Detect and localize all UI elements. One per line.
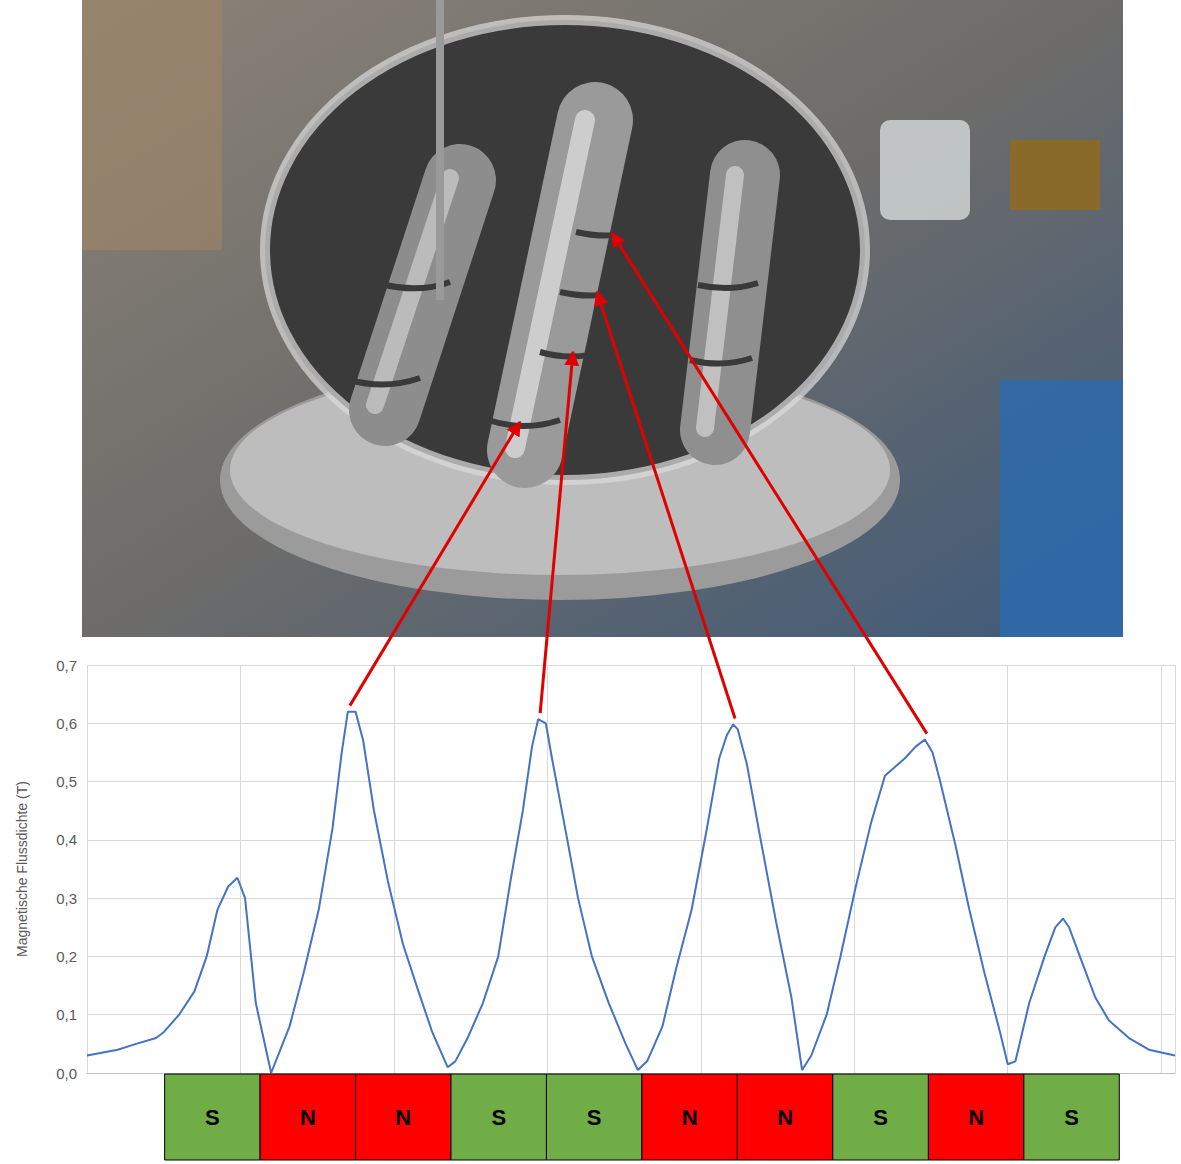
svg-text:0,1: 0,1 bbox=[56, 1006, 77, 1023]
svg-text:N: N bbox=[682, 1105, 698, 1130]
svg-text:S: S bbox=[873, 1105, 888, 1130]
svg-text:S: S bbox=[491, 1105, 506, 1130]
svg-text:0,3: 0,3 bbox=[56, 890, 77, 907]
svg-text:0,4: 0,4 bbox=[56, 831, 77, 848]
svg-text:N: N bbox=[968, 1105, 984, 1130]
svg-text:S: S bbox=[587, 1105, 602, 1130]
svg-text:S: S bbox=[205, 1105, 220, 1130]
svg-text:N: N bbox=[300, 1105, 316, 1130]
svg-text:0,5: 0,5 bbox=[56, 773, 77, 790]
svg-text:0,6: 0,6 bbox=[56, 715, 77, 732]
svg-text:N: N bbox=[777, 1105, 793, 1130]
svg-text:Magnetische Flussdichte (T): Magnetische Flussdichte (T) bbox=[14, 781, 30, 957]
svg-text:S: S bbox=[1064, 1105, 1079, 1130]
svg-text:0,2: 0,2 bbox=[56, 948, 77, 965]
svg-text:N: N bbox=[395, 1105, 411, 1130]
svg-text:0,7: 0,7 bbox=[56, 657, 77, 674]
svg-text:0,0: 0,0 bbox=[56, 1065, 77, 1082]
